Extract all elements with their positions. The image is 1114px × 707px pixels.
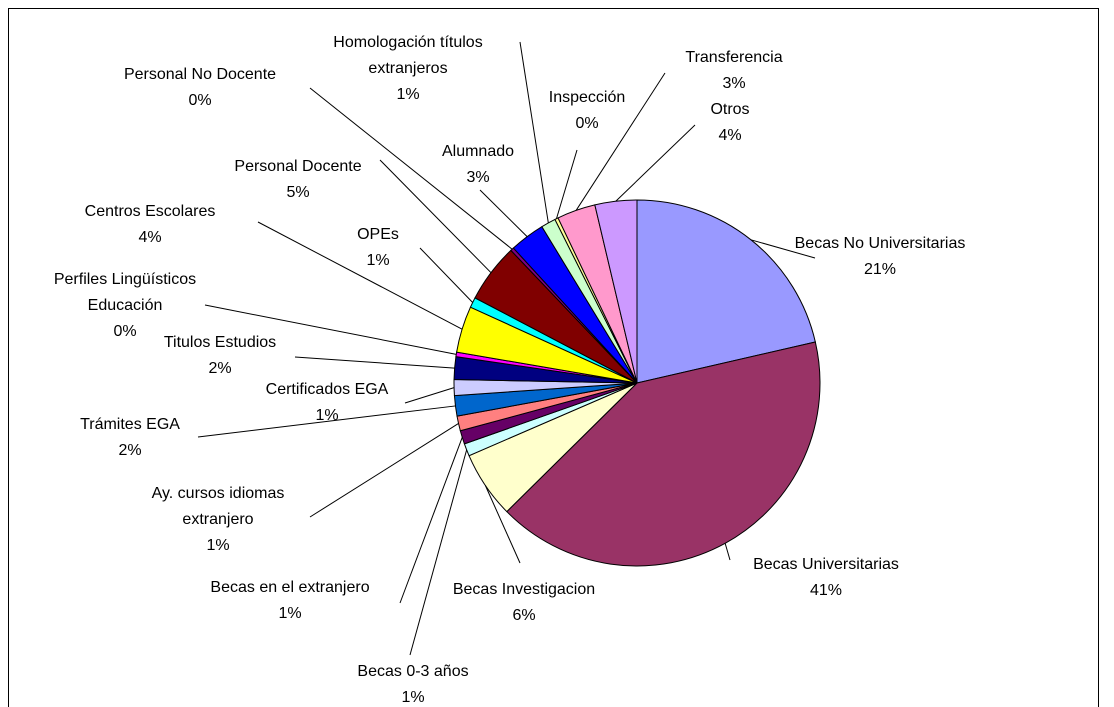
slice-label: Centros Escolares (84, 203, 216, 220)
slice-value-label: 1% (315, 407, 339, 424)
slice-value-label: 1% (366, 252, 390, 269)
slice-value-label: 4% (138, 229, 162, 246)
slice-value-label: 4% (718, 127, 742, 144)
slice-label: Personal No Docente (123, 66, 277, 83)
slice-value-label: 0% (575, 115, 599, 132)
slice-label: Becas No Universitarias (794, 235, 966, 252)
slice-label: Trámites EGA (80, 416, 180, 433)
slice-label: Alumnado (441, 143, 515, 160)
leader-line (484, 485, 521, 564)
leader-line (379, 159, 492, 274)
slice-value-label: 3% (466, 169, 490, 186)
leader-line (575, 72, 666, 211)
leader-line (724, 543, 731, 561)
slice-value-label: 1% (206, 537, 230, 554)
slice-value-label: 41% (809, 582, 843, 599)
slice-value-label: 3% (722, 75, 746, 92)
leader-line (294, 356, 455, 369)
leader-line (519, 41, 549, 223)
slice-value-label: 1% (278, 605, 302, 622)
slice-value-label: 0% (188, 92, 212, 109)
slice-value-label: 6% (512, 607, 536, 624)
slice-label: Ay. cursos idiomas extranjero (151, 485, 285, 528)
leader-line (404, 387, 455, 404)
slice-value-label: 2% (118, 442, 142, 459)
leader-line (257, 221, 463, 330)
slice-label: Transferencia (685, 49, 783, 66)
slice-label: OPEs (357, 226, 399, 243)
pie-slice (506, 341, 821, 567)
slice-label: Perfiles Lingüísticos Educación (53, 271, 197, 314)
slice-value-label: 2% (208, 360, 232, 377)
leader-line (309, 87, 513, 250)
slice-value-label: 21% (863, 261, 897, 278)
slice-label: Becas Universitarias (753, 556, 899, 573)
chart-frame (8, 8, 1099, 707)
slice-value-label: 1% (396, 86, 420, 103)
leader-line (204, 304, 457, 355)
leader-line (409, 449, 468, 656)
leader-line (556, 149, 578, 219)
leader-line (479, 189, 528, 238)
leader-line (309, 423, 459, 518)
slice-value-label: 5% (286, 184, 310, 201)
leader-line (419, 247, 474, 303)
pie-slice (636, 199, 816, 384)
leader-line (399, 437, 463, 604)
slice-label: Becas Investigacion (452, 581, 596, 598)
slice-label: Inspección (548, 89, 626, 106)
leader-line (197, 405, 456, 438)
slice-value-label: 0% (113, 323, 137, 340)
slice-label: Personal Docente (234, 158, 362, 175)
slice-label: Homologación títulos extranjeros (333, 34, 483, 77)
leader-line (750, 239, 816, 259)
leader-line (615, 124, 696, 202)
slice-label: Titulos Estudios (163, 334, 277, 351)
slice-label: Otros (710, 101, 750, 118)
slice-label: Certificados EGA (265, 381, 389, 398)
slice-value-label: 1% (401, 689, 425, 706)
slice-label: Becas en el extranjero (210, 579, 370, 596)
slice-label: Becas 0-3 años (357, 663, 469, 680)
